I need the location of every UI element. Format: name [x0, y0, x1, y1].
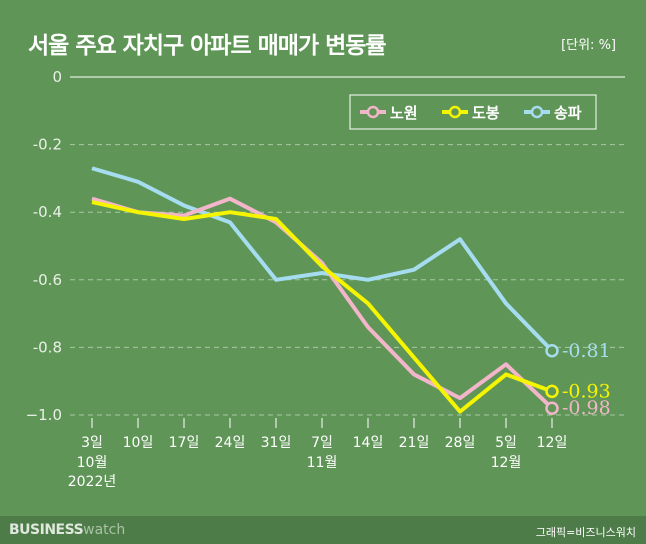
- legend-label: 송파: [554, 104, 582, 122]
- x-year-label: 2022년: [68, 474, 117, 490]
- y-tick-label: -0.2: [33, 136, 62, 154]
- x-tick-label: 31일: [261, 435, 292, 451]
- chart-title: 서울 주요 자치구 아파트 매매가 변동률: [28, 33, 387, 59]
- y-tick-label: 0: [52, 68, 62, 86]
- x-tick-label: 3일: [81, 435, 103, 451]
- graphic-credit: 그래픽=비즈니스워치: [535, 526, 636, 539]
- end-value-label: -0.98: [562, 397, 611, 419]
- legend-label: 노원: [390, 104, 418, 122]
- y-tick-label: -0.6: [33, 271, 62, 289]
- x-tick-label: 10일: [123, 435, 154, 451]
- x-tick-label: 12일: [537, 435, 568, 451]
- x-tick-label: 7일: [311, 435, 333, 451]
- end-value-label: -0.81: [562, 340, 611, 362]
- y-tick-label: -0.4: [33, 203, 62, 221]
- line-chart: 0 -0.2 -0.4 -0.6 -0.8 −1.0 3일 10일 17일 24일 31일 7일 14일…: [26, 68, 625, 490]
- legend-marker: [530, 105, 544, 119]
- unit-label: [단위: %]: [561, 38, 616, 53]
- y-tick-label: -0.8: [33, 338, 62, 356]
- end-marker: [545, 401, 559, 415]
- series-line-송파: [91, 166, 554, 353]
- x-tick-label: 14일: [353, 435, 384, 451]
- x-month-label: 11월: [307, 455, 338, 471]
- x-tick-label: 24일: [215, 435, 246, 451]
- businesswatch-logo: BUSINESSwatch: [9, 522, 126, 538]
- end-marker: [545, 384, 559, 399]
- legend-label: 도봉: [472, 104, 500, 122]
- x-month-label: 10월: [77, 455, 108, 471]
- series-line-도봉: [91, 200, 553, 414]
- footer: BUSINESSwatch 그래픽=비즈니스워치: [0, 516, 646, 544]
- legend-marker: [448, 105, 462, 119]
- x-tick-label: 17일: [169, 435, 200, 451]
- legend: [349, 94, 597, 130]
- x-tick-label: 5일: [495, 435, 517, 451]
- legend-marker: [366, 105, 380, 119]
- end-value-label: -0.93: [562, 380, 611, 402]
- x-month-label: 12월: [491, 455, 522, 471]
- series-line-노원: [91, 196, 554, 410]
- y-tick-label: −1.0: [26, 406, 62, 424]
- x-tick-label: 28일: [445, 435, 476, 451]
- end-marker: [545, 344, 559, 358]
- x-tick-label: 21일: [399, 435, 430, 451]
